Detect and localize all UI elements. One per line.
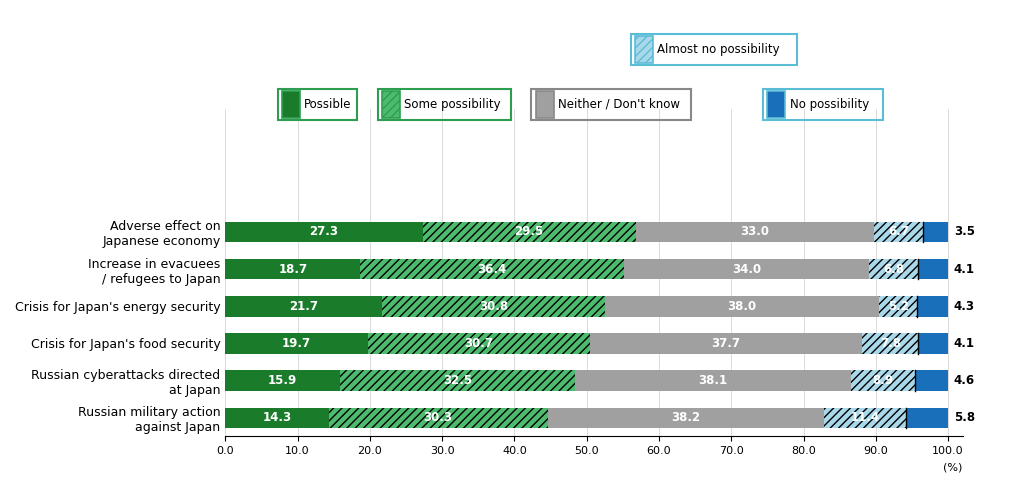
Text: 4.1: 4.1 [954,337,975,350]
Bar [874,222,923,242]
Text: 4.1: 4.1 [954,262,975,276]
Bar [423,222,636,242]
Bar [636,222,874,242]
Bar [914,371,948,391]
Bar [225,222,423,242]
Text: 37.7: 37.7 [712,337,740,350]
Bar [340,371,575,391]
Bar [548,408,823,428]
Bar [368,333,590,354]
Text: Possible: Possible [304,98,351,111]
Text: No possibility: No possibility [790,98,868,111]
Bar [605,296,880,316]
Bar [869,259,919,279]
Text: 32.5: 32.5 [443,374,472,387]
Bar [225,333,368,354]
Bar [851,371,914,391]
Text: 30.3: 30.3 [424,411,453,425]
Bar [923,222,948,242]
Text: 6.7: 6.7 [888,225,909,239]
Bar [225,371,340,391]
Text: Neither / Don't know: Neither / Don't know [558,98,680,111]
Text: 8.9: 8.9 [872,374,893,387]
Bar [919,333,948,354]
Text: 29.5: 29.5 [515,225,544,239]
Text: 11.4: 11.4 [850,411,880,425]
Bar [225,296,382,316]
Bar [918,296,948,316]
Text: Some possibility: Some possibility [404,98,501,111]
Text: 34.0: 34.0 [732,262,761,276]
Text: 30.7: 30.7 [464,337,494,350]
Text: 21.7: 21.7 [289,300,318,313]
Text: 38.2: 38.2 [671,411,700,425]
Bar [624,259,869,279]
Bar [823,408,906,428]
Text: 4.6: 4.6 [954,374,975,387]
Text: 19.7: 19.7 [282,337,311,350]
Bar [360,259,624,279]
Text: 36.4: 36.4 [477,262,507,276]
Text: 33.0: 33.0 [740,225,770,239]
Bar [329,408,548,428]
Bar [919,259,948,279]
Text: 15.9: 15.9 [268,374,297,387]
X-axis label: (%): (%) [943,463,963,473]
Text: 5.8: 5.8 [954,411,975,425]
Bar [590,333,862,354]
Text: 30.8: 30.8 [479,300,508,313]
Text: 7.8: 7.8 [880,337,901,350]
Text: 38.0: 38.0 [727,300,757,313]
Bar [906,408,948,428]
Bar [225,259,360,279]
Text: 5.2: 5.2 [888,300,908,313]
Text: 4.3: 4.3 [954,300,975,313]
Text: 14.3: 14.3 [262,411,292,425]
Text: 38.1: 38.1 [698,374,727,387]
Text: 27.3: 27.3 [309,225,339,239]
Text: Almost no possibility: Almost no possibility [657,43,780,56]
Bar [382,296,605,316]
Text: 18.7: 18.7 [279,262,307,276]
Bar [862,333,919,354]
Text: 6.8: 6.8 [884,262,904,276]
Bar [880,296,918,316]
Bar [575,371,851,391]
Text: 3.5: 3.5 [954,225,975,239]
Bar [225,408,329,428]
